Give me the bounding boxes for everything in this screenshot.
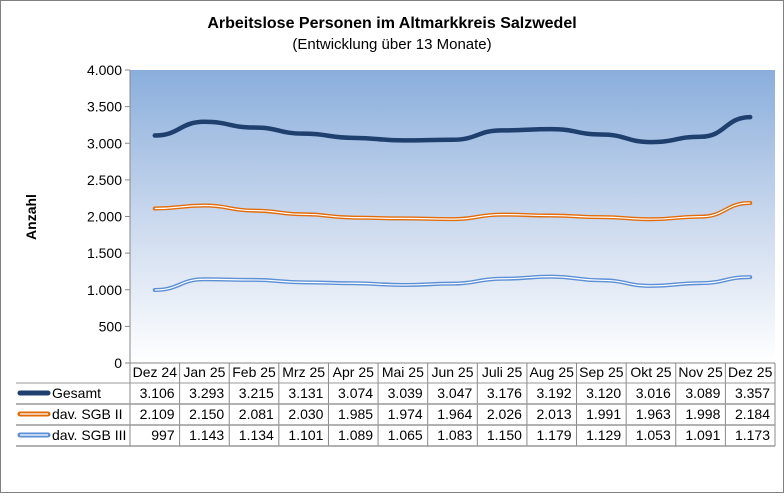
y-tick-label: 500 [99, 318, 123, 334]
table-cell-value: 1.998 [685, 406, 720, 422]
table-cell-value: 3.120 [586, 385, 621, 401]
table-cell-value: 2.109 [140, 406, 175, 422]
table-cell-value: 1.991 [586, 406, 621, 422]
legend-label: dav. SGB II [52, 406, 123, 422]
x-category-label: Aug 25 [530, 364, 575, 380]
x-category-label: Dez 24 [133, 364, 178, 380]
x-category-label: Apr 25 [333, 364, 374, 380]
table-cell-value: 3.106 [140, 385, 175, 401]
y-tick-label: 3.500 [87, 99, 122, 115]
table-cell-value: 2.013 [536, 406, 571, 422]
y-tick-label: 2.000 [87, 209, 122, 225]
y-tick-label: 1.000 [87, 282, 122, 298]
x-category-label: Mai 25 [382, 364, 424, 380]
x-category-label: Mrz 25 [282, 364, 325, 380]
x-category-label: Juli 25 [482, 364, 523, 380]
y-tick-label: 2.500 [87, 172, 122, 188]
y-tick-label: 1.500 [87, 245, 122, 261]
table-cell-value: 1.143 [189, 427, 224, 443]
x-category-label: Jun 25 [431, 364, 473, 380]
y-axis-label: Anzahl [23, 194, 39, 240]
table-cell-value: 1.065 [388, 427, 423, 443]
y-tick-label: 3.000 [87, 135, 122, 151]
table-cell-value: 1.964 [437, 406, 472, 422]
table-cell-value: 3.192 [536, 385, 571, 401]
table-cell-value: 1.101 [288, 427, 323, 443]
table-cell-value: 1.053 [636, 427, 671, 443]
table-cell-value: 3.176 [487, 385, 522, 401]
x-category-label: Feb 25 [232, 364, 276, 380]
table-cell-value: 2.150 [189, 406, 224, 422]
table-cell-value: 3.357 [735, 385, 770, 401]
x-category-label: Sep 25 [579, 364, 624, 380]
x-category-label: Nov 25 [678, 364, 723, 380]
x-category-label: Jan 25 [183, 364, 225, 380]
table-cell-value: 1.179 [536, 427, 571, 443]
table-cell-value: 1.150 [487, 427, 522, 443]
table-cell-value: 3.047 [437, 385, 472, 401]
table-cell-value: 1.134 [239, 427, 274, 443]
table-cell-value: 2.081 [239, 406, 274, 422]
legend-label: dav. SGB III [52, 427, 126, 443]
table-cell-value: 997 [151, 427, 175, 443]
table-cell-value: 3.039 [388, 385, 423, 401]
legend-label: Gesamt [52, 385, 101, 401]
table-cell-value: 1.089 [338, 427, 373, 443]
table-cell-value: 1.091 [685, 427, 720, 443]
y-tick-label: 0 [114, 355, 122, 371]
table-cell-value: 1.083 [437, 427, 472, 443]
table-cell-value: 3.215 [239, 385, 274, 401]
table-cell-value: 1.173 [735, 427, 770, 443]
y-tick-label: 4.000 [87, 62, 122, 78]
x-category-label: Dez 25 [728, 364, 773, 380]
table-cell-value: 2.030 [288, 406, 323, 422]
table-cell-value: 3.131 [288, 385, 323, 401]
table-cell-value: 1.129 [586, 427, 621, 443]
table-cell-value: 1.974 [388, 406, 423, 422]
table-cell-value: 3.016 [636, 385, 671, 401]
table-cell-value: 1.963 [636, 406, 671, 422]
table-cell-value: 2.026 [487, 406, 522, 422]
table-cell-value: 2.184 [735, 406, 770, 422]
chart-subtitle: (Entwicklung über 13 Monate) [292, 36, 491, 53]
table-cell-value: 3.293 [189, 385, 224, 401]
table-cell-value: 3.089 [685, 385, 720, 401]
table-cell-value: 3.074 [338, 385, 373, 401]
table-cell-value: 1.985 [338, 406, 373, 422]
x-category-label: Okt 25 [630, 364, 671, 380]
chart-title: Arbeitslose Personen im Altmarkkreis Sal… [207, 15, 576, 32]
